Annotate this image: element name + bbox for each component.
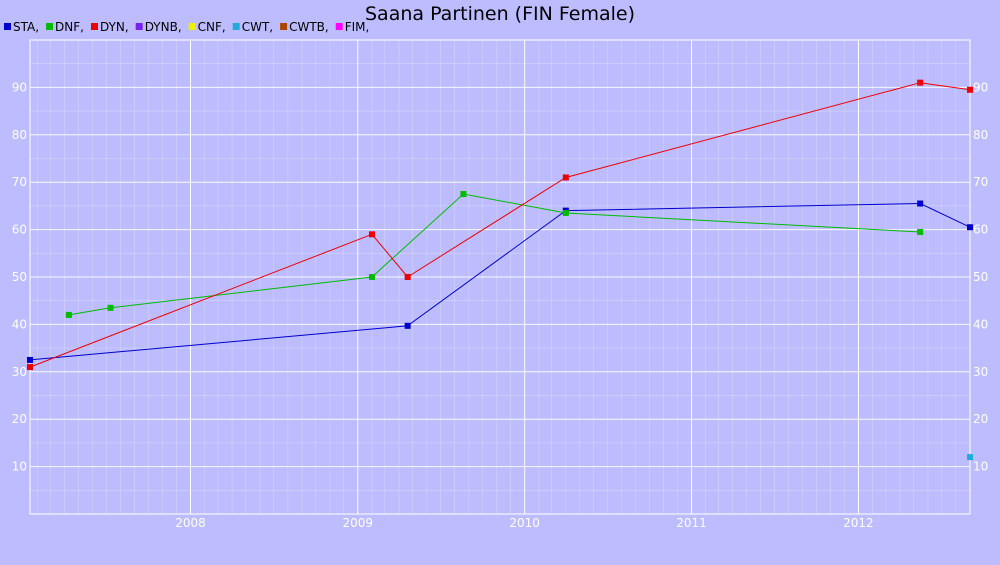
- y-tick-label-right: 60: [973, 223, 988, 237]
- series-layer: [27, 79, 973, 461]
- data-point-dyn: [404, 274, 411, 280]
- data-point-dnf: [460, 191, 467, 198]
- legend-swatch: [4, 23, 11, 30]
- y-tick-label-left: 10: [12, 460, 27, 474]
- series-dnf: [65, 191, 924, 318]
- legend-label: FIM,: [345, 20, 370, 34]
- series-line-dnf: [68, 193, 921, 316]
- y-tick-label-left: 50: [12, 270, 27, 284]
- legend-label: STA,: [13, 20, 39, 34]
- legend-swatch: [335, 23, 343, 30]
- data-point-cwt: [967, 454, 973, 461]
- y-tick-label-right: 10: [973, 460, 988, 474]
- y-tick-label-right: 50: [973, 270, 988, 284]
- y-tick-label-left: 90: [12, 80, 27, 94]
- data-point-dyn: [917, 79, 924, 86]
- legend-swatch: [232, 23, 240, 30]
- series-cwt: [967, 454, 973, 461]
- x-tick-label: 2012: [843, 516, 874, 530]
- y-tick-label-right: 90: [973, 80, 988, 94]
- legend-label: DYNB,: [145, 20, 182, 34]
- y-tick-label-left: 80: [12, 128, 27, 142]
- legend-swatch: [280, 23, 288, 30]
- chart-title: Saana Partinen (FIN Female): [365, 3, 635, 25]
- y-tick-label-left: 60: [12, 223, 27, 237]
- data-point-dnf: [562, 210, 569, 217]
- series-dyn: [27, 79, 973, 371]
- y-tick-label-right: 30: [973, 365, 988, 379]
- x-tick-label: 2011: [676, 516, 707, 530]
- legend-swatch: [46, 23, 54, 30]
- y-axis-left: 10 20 30 40 50 60 70 80 90: [12, 80, 27, 473]
- grid: [30, 40, 970, 514]
- data-point-dnf: [107, 304, 114, 311]
- data-point-sta: [917, 200, 924, 207]
- y-tick-label-left: 70: [12, 175, 27, 189]
- y-tick-label-right: 40: [973, 317, 988, 331]
- legend-label: CNF,: [198, 20, 226, 34]
- legend-label: CWTB,: [289, 20, 329, 34]
- x-tick-label: 2008: [175, 516, 206, 530]
- data-point-dnf: [917, 228, 924, 235]
- legend: STA, DNF, DYN, DYNB, CNF, CWT, CWTB, FIM,: [4, 20, 369, 34]
- data-point-sta: [967, 224, 973, 231]
- data-point-dyn: [27, 364, 33, 371]
- data-point-dnf: [65, 311, 72, 318]
- y-axis-right: 10 20 30 40 50 60 70 80 90: [973, 80, 988, 473]
- y-tick-label-left: 40: [12, 317, 27, 331]
- data-point-dyn: [967, 86, 973, 93]
- legend-label: DNF,: [55, 20, 84, 34]
- data-point-sta: [404, 322, 411, 329]
- y-tick-label-right: 80: [973, 128, 988, 142]
- y-tick-label-left: 20: [12, 412, 27, 426]
- data-point-dyn: [562, 174, 569, 181]
- x-tick-label: 2009: [343, 516, 374, 530]
- data-point-dyn: [368, 231, 375, 238]
- legend-label: DYN,: [100, 20, 129, 34]
- x-tick-label: 2010: [509, 516, 540, 530]
- data-point-dnf: [368, 274, 375, 280]
- legend-swatch: [188, 23, 196, 30]
- x-axis: 2008 2009 2010 2011 2012: [175, 516, 874, 530]
- legend-label: CWT,: [242, 20, 273, 34]
- legend-swatch: [90, 23, 98, 30]
- y-tick-label-right: 20: [973, 412, 988, 426]
- y-tick-label-left: 30: [12, 365, 27, 379]
- data-point-sta: [27, 356, 33, 363]
- legend-swatch: [135, 23, 143, 30]
- series-line-dyn: [29, 82, 971, 368]
- y-tick-label-right: 70: [973, 175, 988, 189]
